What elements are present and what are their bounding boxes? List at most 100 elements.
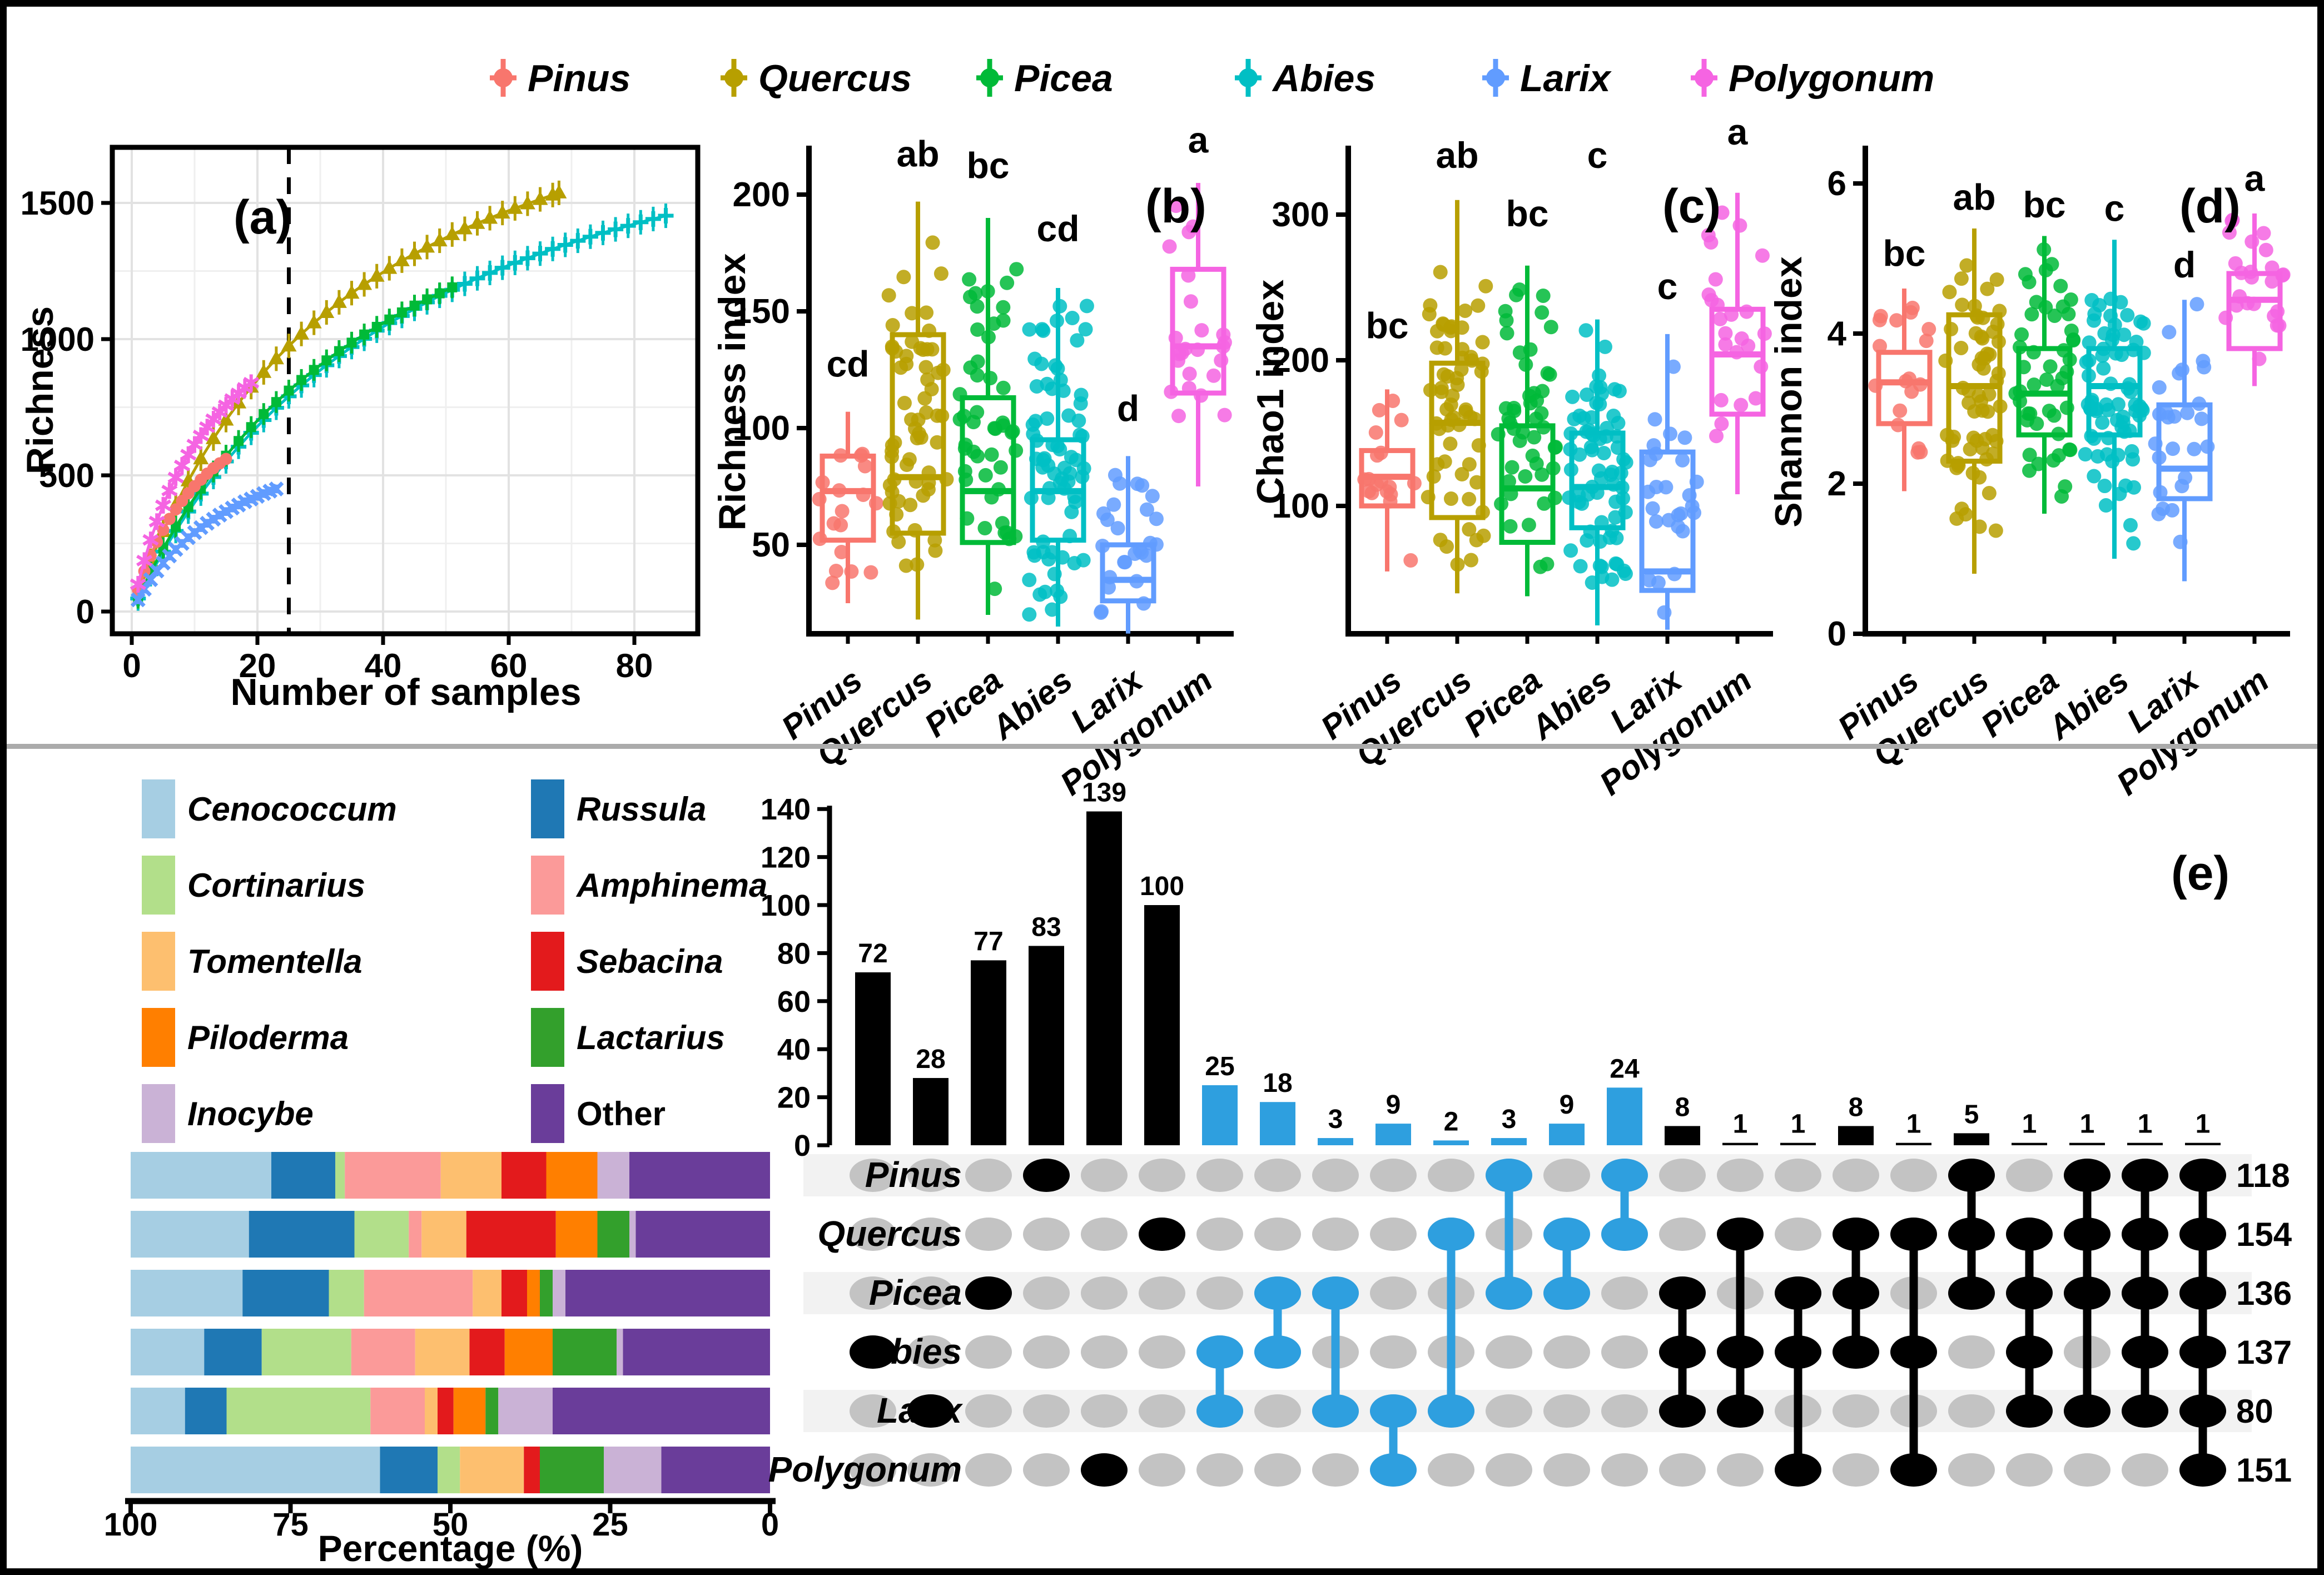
jitter-point [1053,372,1068,387]
matrix-dot-active [1370,1394,1417,1428]
matrix-dot-active [1312,1394,1359,1428]
jitter-point [1718,337,1733,352]
upset-bar [1202,1085,1238,1145]
stacked-segment-piloderma [527,1270,540,1316]
jitter-point [1734,398,1749,413]
legend-item-label: Larix [1520,57,1612,100]
upset-matrix-column [1023,1159,1070,1487]
genus-legend-label: Tomentella [187,943,362,980]
genus-legend-label: Cenococcum [187,791,397,828]
jitter-point [2117,327,2132,342]
stacked-segment-cenococcum [131,1329,205,1375]
jitter-point [1026,545,1041,560]
matrix-dot-active [2064,1159,2111,1192]
jitter-point [925,342,940,357]
matrix-dot-inactive [1601,1335,1648,1369]
box [2226,271,2283,351]
matrix-dot-inactive [1601,1394,1648,1428]
matrix-dot-active [2122,1335,2168,1369]
jitter-point [1594,559,1609,574]
upset-matrix-column [965,1159,1012,1487]
matrix-dot-inactive [1543,1453,1590,1487]
jitter-point [1658,480,1674,495]
box [1876,350,1933,426]
jitter-point [2046,453,2061,468]
jitter-point [1605,464,1620,479]
panel-d-yaxis-title: Shannon index [1767,256,1810,528]
jitter-point [2038,300,2053,315]
upset-bar-value: 83 [1031,912,1061,942]
upset-row-total: 137 [2236,1334,2292,1371]
jitter-point [891,494,906,509]
matrix-dot-inactive [965,1159,1012,1192]
jitter-point [1439,539,1454,554]
upset-matrix-column [1717,1159,1764,1487]
matrix-dot-active [1196,1335,1243,1369]
stacked-bar-row-quercus [131,1211,770,1258]
marker-triangle [306,314,322,329]
matrix-dot-inactive [1254,1394,1301,1428]
stacked-segment-inocybe [617,1329,623,1375]
jitter-point [1988,523,2003,538]
matrix-dot-active [1312,1276,1359,1310]
upset-bar-value: 18 [1263,1069,1292,1098]
upset-bar [1491,1138,1527,1145]
jitter-point [1974,351,1989,366]
upset-bar-value: 1 [2138,1110,2153,1139]
upset-matrix-column [2122,1159,2168,1487]
significance-letter: c [1657,266,1678,307]
jitter-point [1434,384,1449,399]
marker-square [434,288,445,299]
upset-matrix-column [1139,1159,1185,1487]
jitter-point [1657,605,1672,620]
genus-legend-label: Piloderma [187,1019,349,1056]
marker-square [284,385,294,396]
jitter-point [1748,391,1763,406]
jitter-point [996,380,1011,395]
jitter-point [993,460,1008,475]
upset-bar-value: 72 [858,939,887,968]
upset-matrix-column [1370,1159,1417,1487]
genus-swatch [531,1084,564,1143]
stacked-segment-tomentella [415,1329,470,1375]
jitter-point [1436,316,1451,331]
matrix-dot-inactive [1023,1453,1070,1487]
genus-legend-item-amphinema: Amphinema [531,856,767,915]
x-tick-label: 20 [239,647,276,684]
jitter-point [2024,307,2039,322]
matrix-dot-inactive [2006,1453,2053,1487]
jitter-point [1942,285,1957,300]
jitter-point [2109,413,2124,428]
upset-bar [855,972,891,1145]
stacked-segment-piloderma [453,1388,486,1434]
stacked-segment-cortinarius [354,1211,409,1258]
matrix-dot-active [1659,1394,1706,1428]
genus-swatch [531,1008,564,1067]
jitter-point [2180,405,2195,420]
jitter-point [1718,326,1733,341]
panel-a-yaxis-title: Richness [19,306,61,474]
marker-triangle [532,191,548,205]
jitter-point [1642,573,1657,588]
stacked-segment-cortinarius [226,1388,371,1434]
pointrange-icon [724,68,743,87]
panel-b-yaxis-title: Richness index [711,253,753,530]
marker-square [309,365,319,375]
panel-a-border [110,145,701,637]
marker-triangle [469,215,485,229]
box [1499,423,1556,545]
stacked-segment-cenococcum [131,1270,243,1316]
matrix-dot-inactive [1139,1394,1185,1428]
jitter-point [933,266,949,281]
marker-circle [157,524,170,536]
upset-row-total: 154 [2236,1216,2292,1253]
jitter-point [1607,382,1622,397]
jitter-point [970,449,985,464]
jitter-point [1605,572,1620,587]
jitter-point [1439,402,1454,417]
jitter-point [2053,279,2068,294]
jitter-point [1094,604,1109,619]
genus-swatch [142,779,175,838]
stacked-segment-tomentella [425,1388,438,1434]
jitter-point [2228,256,2243,271]
